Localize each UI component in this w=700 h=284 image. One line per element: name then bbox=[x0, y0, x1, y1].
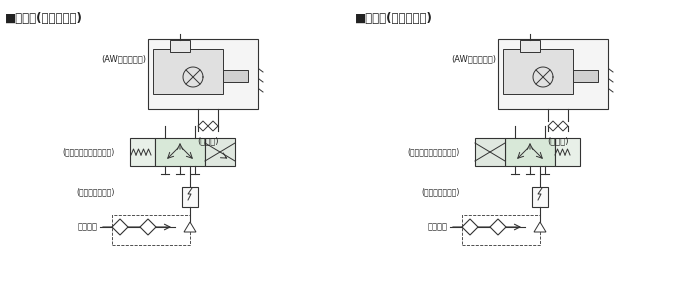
Bar bbox=[520, 40, 540, 52]
Bar bbox=[148, 39, 258, 109]
Text: 压力气源: 压力气源 bbox=[428, 222, 448, 231]
Polygon shape bbox=[558, 121, 568, 131]
Bar bbox=[573, 70, 598, 82]
Bar bbox=[155, 138, 205, 166]
Polygon shape bbox=[198, 121, 208, 131]
Polygon shape bbox=[462, 219, 478, 235]
Text: (AW气动执行器): (AW气动执行器) bbox=[101, 55, 146, 64]
Bar bbox=[205, 138, 235, 166]
Text: (AW气动执行器): (AW气动执行器) bbox=[451, 55, 496, 64]
Text: (二位五通单电控电磁阀): (二位五通单电控电磁阀) bbox=[63, 147, 115, 156]
Polygon shape bbox=[534, 222, 546, 232]
Text: ■常闭式(通电开启型): ■常闭式(通电开启型) bbox=[5, 12, 83, 25]
Text: (平衡阀): (平衡阀) bbox=[197, 136, 219, 145]
Bar bbox=[182, 187, 198, 207]
Text: 压力气源: 压力气源 bbox=[78, 222, 98, 231]
Text: ■常开式(通电切断型): ■常开式(通电切断型) bbox=[355, 12, 433, 25]
Bar bbox=[498, 39, 608, 109]
Bar bbox=[462, 215, 540, 245]
Text: (二位五通单电控电磁阀): (二位五通单电控电磁阀) bbox=[408, 147, 460, 156]
Polygon shape bbox=[140, 219, 156, 235]
Text: (气源处理三联件): (气源处理三联件) bbox=[76, 187, 115, 197]
Bar bbox=[505, 138, 555, 166]
Bar bbox=[503, 49, 573, 94]
Text: (气源处理三联件): (气源处理三联件) bbox=[421, 187, 460, 197]
Bar bbox=[475, 138, 505, 166]
Polygon shape bbox=[112, 219, 128, 235]
Bar bbox=[130, 138, 155, 166]
Bar bbox=[223, 70, 248, 82]
Polygon shape bbox=[490, 219, 506, 235]
Bar bbox=[112, 215, 190, 245]
Bar bbox=[555, 138, 580, 166]
Bar bbox=[170, 40, 190, 52]
Polygon shape bbox=[548, 121, 558, 131]
Polygon shape bbox=[184, 222, 196, 232]
Bar bbox=[532, 187, 548, 207]
Polygon shape bbox=[208, 121, 218, 131]
Text: (平衡阀): (平衡阀) bbox=[547, 136, 568, 145]
Bar bbox=[153, 49, 223, 94]
